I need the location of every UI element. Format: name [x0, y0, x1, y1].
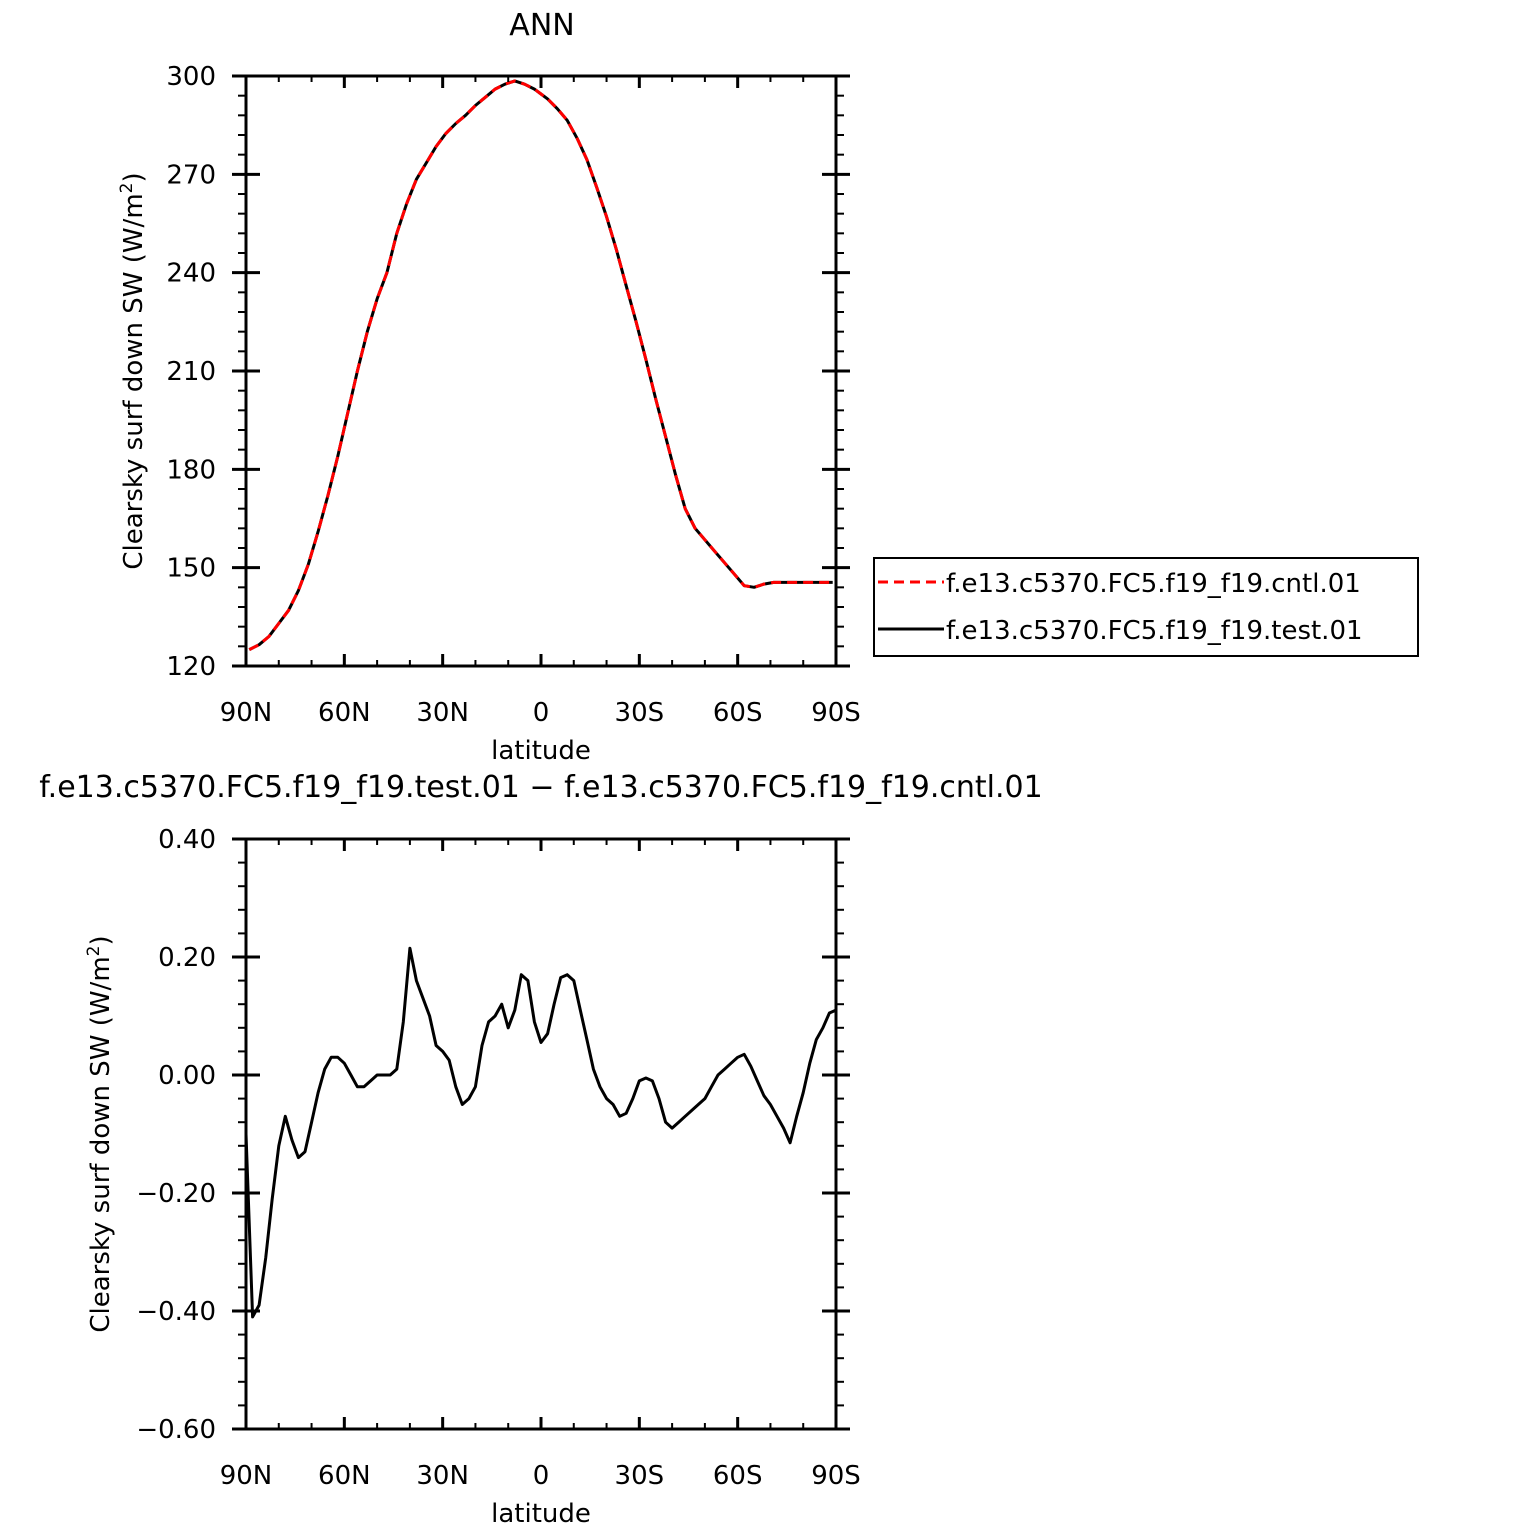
- x-tick-label: 90S: [811, 698, 861, 728]
- legend: f.e13.c5370.FC5.f19_f19.cntl.01 f.e13.c5…: [873, 557, 1419, 657]
- x-tick-label: 30N: [416, 698, 469, 728]
- series-line-0: [248, 79, 833, 651]
- y-tick-label: −0.40: [136, 1297, 216, 1327]
- y-tick-label: 0.20: [158, 943, 216, 973]
- bottom-y-tick-labels: −0.60 −0.40 −0.20 0.00 0.20 0.40: [136, 825, 216, 1445]
- x-tick-label: 30S: [615, 1461, 665, 1491]
- x-tick-label: 90S: [811, 1461, 861, 1491]
- series-line-0: [244, 946, 837, 1319]
- x-tick-label: 0: [533, 698, 550, 728]
- legend-label-test: f.e13.c5370.FC5.f19_f19.test.01: [946, 616, 1363, 646]
- x-tick-label: 90N: [220, 698, 273, 728]
- top-y-tick-labels: 120 150 180 210 240 270 300: [166, 62, 216, 682]
- y-tick-label: 210: [166, 357, 216, 387]
- bottom-plot-frame: [244, 837, 838, 1431]
- y-tick-label: 240: [166, 259, 216, 289]
- x-tick-label: 60S: [713, 1461, 763, 1491]
- x-tick-label: 60N: [318, 698, 371, 728]
- y-tick-label: 270: [166, 160, 216, 190]
- legend-box: [873, 557, 1419, 657]
- y-tick-label: 300: [166, 62, 216, 92]
- x-tick-label: 60S: [713, 698, 763, 728]
- y-tick-label: −0.60: [136, 1415, 216, 1445]
- x-tick-label: 0: [533, 1461, 550, 1491]
- x-tick-label: 60N: [318, 1461, 371, 1491]
- x-tick-label: 30S: [615, 698, 665, 728]
- top-lines: [248, 79, 833, 651]
- bottom-y-axis-label: Clearsky surf down SW (W/m2): [84, 935, 116, 1332]
- series-line-1: [248, 79, 833, 651]
- top-ticks: [232, 74, 850, 668]
- legend-label-cntl: f.e13.c5370.FC5.f19_f19.cntl.01: [946, 569, 1361, 599]
- top-x-tick-labels: 90N 60N 30N 0 30S 60S 90S: [220, 698, 861, 728]
- y-tick-label: 180: [166, 455, 216, 485]
- bottom-panel: f.e13.c5370.FC5.f19_f19.test.01 − f.e13.…: [39, 770, 1042, 1529]
- top-panel: ANN 90N 60N 30N 0 30S 60S 90S 120 150 180 210 240 2…: [117, 8, 861, 766]
- y-tick-label: 120: [166, 652, 216, 682]
- top-y-axis-label: Clearsky surf down SW (W/m2): [117, 172, 149, 569]
- bottom-chart-title: f.e13.c5370.FC5.f19_f19.test.01 − f.e13.…: [39, 770, 1042, 805]
- top-x-axis-label: latitude: [491, 736, 591, 766]
- top-plot-frame: [244, 74, 838, 668]
- bottom-lines: [244, 946, 837, 1319]
- x-tick-label: 90N: [220, 1461, 273, 1491]
- bottom-x-axis-label: latitude: [491, 1499, 591, 1529]
- y-tick-label: 150: [166, 554, 216, 584]
- y-tick-label: −0.20: [136, 1179, 216, 1209]
- top-chart-title: ANN: [509, 8, 574, 43]
- y-tick-label: 0.00: [158, 1061, 216, 1091]
- x-tick-label: 30N: [416, 1461, 469, 1491]
- bottom-ticks: [232, 837, 850, 1431]
- y-tick-label: 0.40: [158, 825, 216, 855]
- bottom-x-tick-labels: 90N 60N 30N 0 30S 60S 90S: [220, 1461, 861, 1491]
